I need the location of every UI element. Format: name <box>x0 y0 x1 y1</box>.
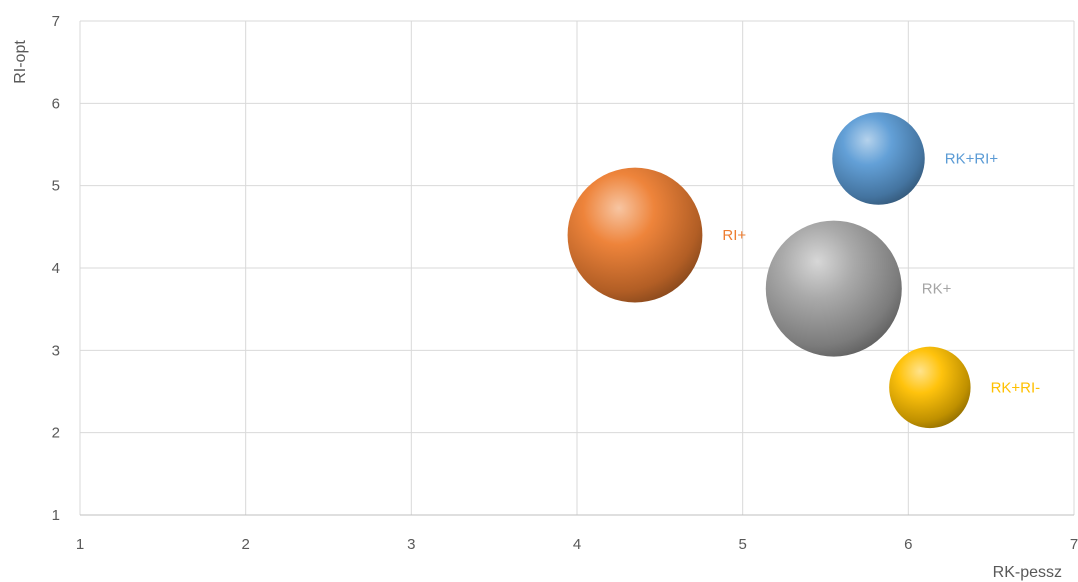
x-tick-label: 2 <box>241 536 249 553</box>
x-tick-label: 4 <box>573 536 581 553</box>
y-tick-label: 2 <box>52 425 60 442</box>
y-tick-label: 7 <box>52 13 60 30</box>
bubbles <box>567 112 971 429</box>
x-tick-label: 3 <box>407 536 415 553</box>
y-tick-label: 5 <box>52 178 60 195</box>
bubble <box>765 220 902 357</box>
y-tick-label: 6 <box>52 95 60 112</box>
bubble-label: RK+ <box>922 281 952 298</box>
bubble-label: RK+RI- <box>991 379 1041 396</box>
x-tick-label: 6 <box>904 536 912 553</box>
gridlines <box>79 20 1075 516</box>
x-axis-title: RK-pessz <box>993 564 1062 581</box>
x-tick-label: 1 <box>76 536 84 553</box>
bubble <box>889 346 971 429</box>
axes: 1 2 3 4 5 6 7 1 2 3 4 5 6 7 <box>52 13 1078 553</box>
bubble-label: RI+ <box>722 227 746 244</box>
y-tick-label: 1 <box>52 507 60 524</box>
y-axis-title: RI-opt <box>12 40 29 84</box>
x-tick-label: 7 <box>1070 536 1078 553</box>
bubble <box>567 167 703 303</box>
bubble-label: RK+RI+ <box>945 150 999 167</box>
bubble <box>832 112 925 205</box>
y-tick-label: 3 <box>52 342 60 359</box>
x-tick-label: 5 <box>738 536 746 553</box>
bubble-labels: RK+RI+ RI+ RK+ RK+RI- <box>722 150 1040 396</box>
y-tick-label: 4 <box>52 260 60 277</box>
